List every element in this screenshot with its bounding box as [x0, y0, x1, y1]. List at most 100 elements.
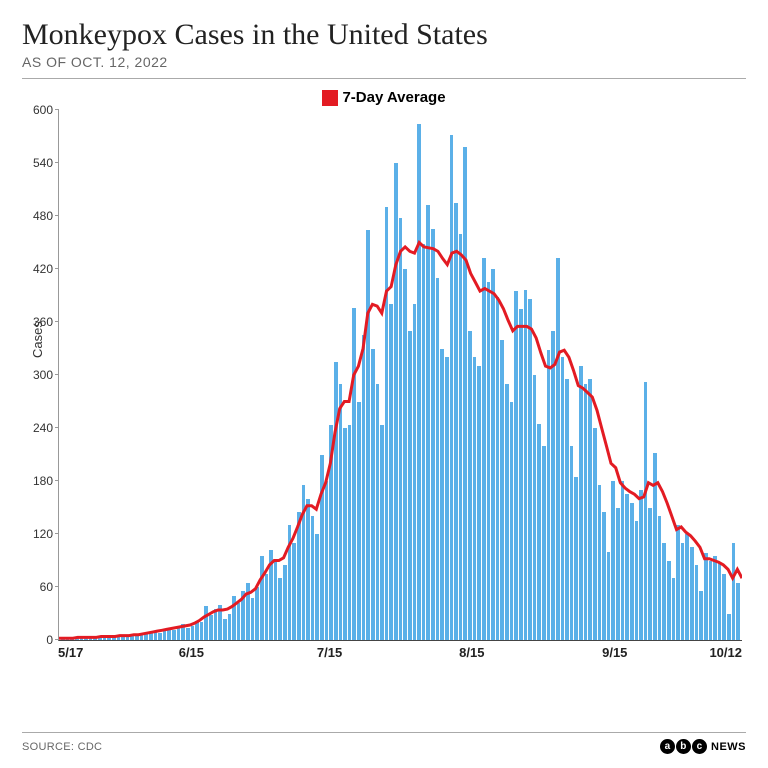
bar [584, 384, 588, 640]
bar [140, 635, 144, 640]
footer: SOURCE: CDC a b c NEWS [22, 732, 746, 754]
bar [269, 550, 273, 640]
bar [648, 508, 652, 641]
bar [366, 230, 370, 640]
chart-subtitle: AS OF OCT. 12, 2022 [22, 54, 746, 70]
bar [80, 638, 84, 640]
bar [440, 349, 444, 641]
bar [736, 583, 740, 640]
bar [519, 309, 523, 640]
bar [676, 525, 680, 640]
bar [177, 627, 181, 640]
bar [408, 331, 412, 640]
bar [311, 516, 315, 640]
bar [547, 350, 551, 640]
bar [348, 425, 352, 641]
bar [278, 578, 282, 640]
bar [218, 605, 222, 640]
bar [537, 424, 541, 640]
bar [704, 553, 708, 640]
bar [200, 622, 204, 640]
bar [718, 562, 722, 640]
bar [130, 636, 134, 640]
bar [181, 624, 185, 640]
bar [334, 362, 338, 640]
bar [320, 455, 324, 641]
source-label: SOURCE: CDC [22, 741, 102, 753]
y-tick: 120 [23, 527, 53, 541]
chart-plot: 060120180240300360420480540600 [58, 110, 742, 641]
bar [667, 561, 671, 641]
bar [172, 630, 176, 640]
bar [732, 543, 736, 640]
bar [556, 258, 560, 640]
bar [325, 481, 329, 640]
bar [561, 357, 565, 640]
bar [542, 446, 546, 640]
chart-title: Monkeypox Cases in the United States [22, 18, 746, 52]
bar [144, 633, 148, 640]
bar [722, 574, 726, 640]
bar [70, 638, 74, 640]
bar [394, 163, 398, 640]
legend: 7-Day Average [22, 79, 746, 110]
x-tick: 9/15 [602, 645, 627, 660]
bar [491, 269, 495, 640]
bar [528, 299, 532, 640]
legend-swatch [322, 90, 338, 106]
bar [514, 291, 518, 640]
y-tick: 240 [23, 421, 53, 435]
bar [84, 637, 88, 640]
bar [306, 499, 310, 640]
bar [639, 490, 643, 640]
bar [260, 556, 264, 640]
bar [385, 207, 389, 640]
bar [246, 583, 250, 640]
bar [339, 384, 343, 640]
x-axis: 5/176/157/158/159/1510/12 [58, 641, 742, 665]
bar [450, 135, 454, 640]
bar [403, 269, 407, 640]
bar [66, 639, 70, 640]
bar [653, 453, 657, 640]
bar [607, 552, 611, 640]
bar [533, 375, 537, 640]
bar [255, 587, 259, 640]
bar [371, 349, 375, 641]
x-tick: 10/12 [709, 645, 742, 660]
bar [422, 244, 426, 640]
bar [630, 503, 634, 640]
bar [496, 297, 500, 640]
bar [163, 629, 167, 640]
bar [107, 637, 111, 641]
legend-label: 7-Day Average [342, 89, 445, 106]
bar [672, 578, 676, 640]
bar [570, 446, 574, 640]
bar [103, 636, 107, 640]
bar [237, 603, 241, 640]
bar [658, 516, 662, 640]
bar [154, 631, 158, 640]
bar [209, 615, 213, 640]
bar [445, 357, 449, 640]
bar [228, 614, 232, 641]
bar [357, 402, 361, 641]
bar [362, 335, 366, 640]
bar [500, 340, 504, 640]
bar [436, 278, 440, 640]
bar [288, 525, 292, 640]
bar [413, 304, 417, 640]
bar [574, 477, 578, 640]
bar [635, 521, 639, 640]
bar [241, 591, 245, 640]
bar [380, 425, 384, 641]
bar [376, 384, 380, 640]
bar [389, 304, 393, 640]
bar [611, 481, 615, 640]
bar [283, 565, 287, 640]
bar [644, 382, 648, 640]
bar-group [59, 110, 742, 640]
bar [214, 609, 218, 640]
y-tick: 300 [23, 368, 53, 382]
bar [709, 561, 713, 641]
